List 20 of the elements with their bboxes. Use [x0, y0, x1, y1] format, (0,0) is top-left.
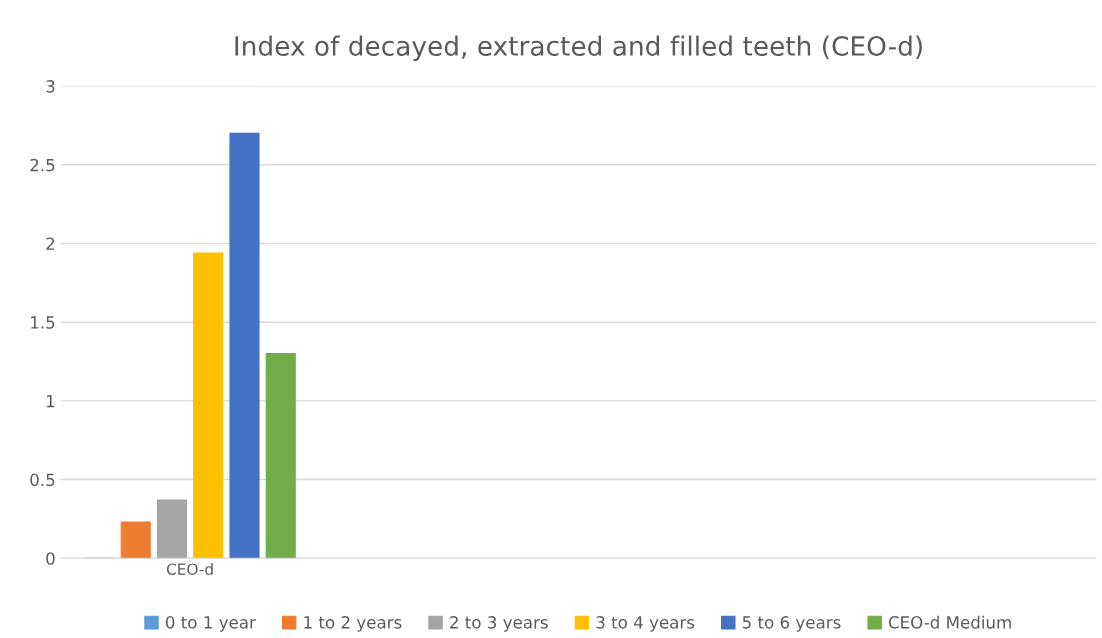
y-tick-label: 1.5 — [31, 316, 55, 329]
y-tick-label: 3 — [46, 80, 55, 93]
y-tick-label: 1 — [46, 395, 55, 408]
legend-label: 5 to 6 years — [742, 616, 841, 632]
bar — [193, 252, 224, 559]
y-tick-label: 0.5 — [30, 473, 55, 487]
bar — [120, 521, 151, 559]
bar — [229, 132, 260, 559]
y-tick-label: 0 — [46, 552, 55, 565]
legend-label: 0 to 1 year — [165, 616, 256, 632]
legend-label: 1 to 2 years — [304, 616, 402, 632]
bar — [156, 499, 188, 559]
chart-title: Index of decayed, extracted and filled teeth (CEO-d) — [235, 35, 922, 62]
legend-label: CEO-d Medium — [888, 615, 1011, 629]
x-tick-label: CEO-d — [166, 563, 213, 575]
legend-label: 2 to 3 years — [450, 616, 548, 632]
bar — [265, 353, 296, 559]
y-tick-label: 2 — [46, 237, 55, 250]
legend-label: 3 to 4 years — [596, 616, 695, 632]
y-tick-label: 2.5 — [30, 158, 55, 172]
